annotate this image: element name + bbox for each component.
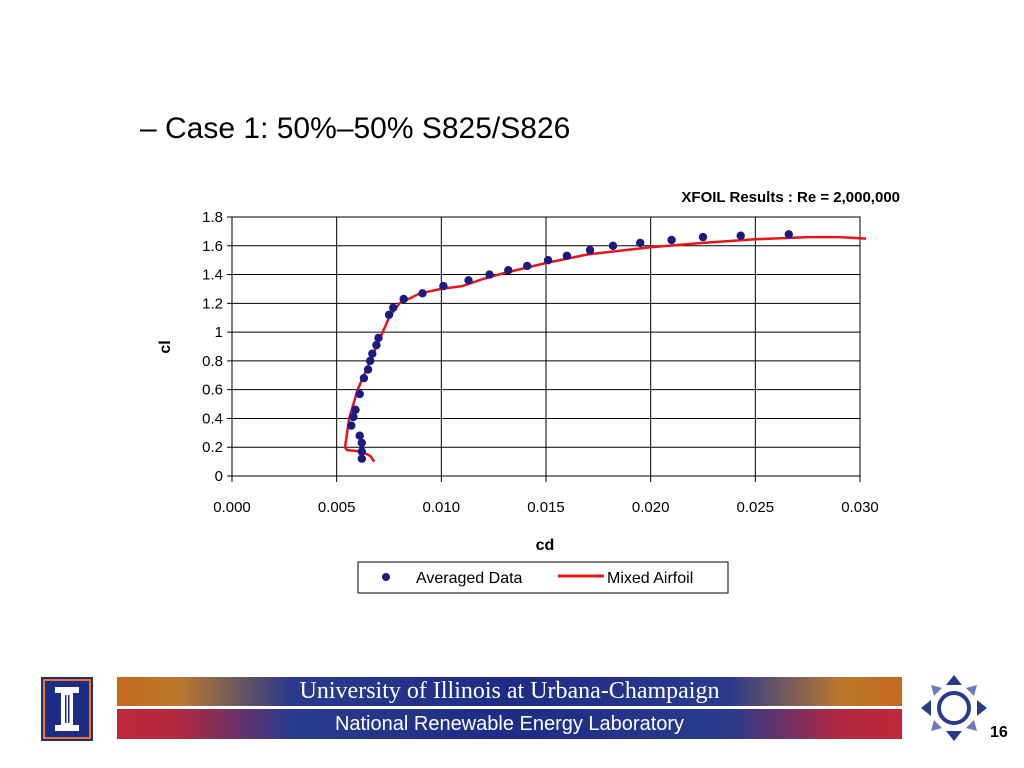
data-point-averaged-data [355, 389, 364, 399]
data-point-averaged-data [667, 235, 676, 245]
data-point-averaged-data [366, 356, 375, 366]
y-tick-label: 1.8 [202, 209, 223, 226]
y-tick-labels: 0 0.2 0.4 0.6 0.8 1 1.2 1.4 1.6 1.8 [202, 209, 223, 485]
footer-divider [117, 706, 902, 709]
data-point-averaged-data [485, 270, 494, 279]
data-point-averaged-data [389, 303, 398, 312]
legend-label-averaged-data: Averaged Data [416, 570, 523, 587]
data-point-averaged-data [418, 289, 427, 298]
bullet-text: – Case 1: 50%–50% S825/S826 [140, 112, 571, 145]
data-point-averaged-data [363, 365, 373, 374]
data-point-averaged-data [636, 238, 645, 248]
x-tick-label: 0.005 [318, 499, 356, 516]
x-tick-label: 0.010 [423, 499, 461, 516]
data-point-averaged-data [374, 333, 383, 343]
x-tick-label: 0.015 [527, 499, 565, 516]
legend-label-mixed-airfoil: Mixed Airfoil [607, 570, 693, 587]
legend-marker-averaged-data [382, 573, 390, 581]
x-tick-label: 0.030 [841, 499, 879, 516]
y-tick-label: 0.6 [202, 382, 223, 399]
x-axis-label: cd [536, 537, 555, 554]
chart-series [343, 230, 867, 463]
x-tick-label: 0.020 [632, 499, 670, 516]
data-point-averaged-data [351, 405, 360, 414]
y-tick-label: 1 [215, 324, 223, 341]
data-point-averaged-data [384, 310, 394, 319]
data-point-averaged-data [399, 294, 408, 304]
data-point-averaged-data [523, 261, 532, 271]
data-point-averaged-data [359, 374, 369, 383]
data-point-averaged-data [784, 230, 793, 239]
series-line-mixed-airfoil [343, 235, 867, 463]
data-point-averaged-data [372, 340, 381, 350]
y-axis-label: cl [157, 340, 174, 353]
x-tick-labels: 0.000 0.005 0.010 0.015 0.020 0.025 0.030 [213, 499, 879, 516]
y-tick-label: 1.2 [202, 295, 223, 312]
y-tick-label: 0 [215, 468, 223, 485]
university-logo-icon [41, 677, 93, 741]
footer-university-line: University of Illinois at Urbana-Champai… [117, 677, 902, 706]
footer-banner: University of Illinois at Urbana-Champai… [117, 677, 902, 739]
chart-grid [231, 216, 861, 477]
data-point-averaged-data [357, 454, 366, 463]
data-point-averaged-data [608, 241, 618, 250]
data-point-averaged-data [368, 349, 377, 358]
data-point-averaged-data [698, 232, 708, 242]
y-tick-label: 0.8 [202, 353, 223, 370]
nrel-logo-icon [921, 675, 987, 741]
data-point-averaged-data [357, 438, 366, 448]
data-point-averaged-data [585, 245, 595, 255]
xfoil-chart: 0.000 0.005 0.010 0.015 0.020 0.025 0.030 0 0.2… [157, 189, 900, 594]
data-point-averaged-data [355, 431, 364, 440]
y-tick-label: 1.6 [202, 238, 223, 255]
chart-title: XFOIL Results : Re = 2,000,000 [681, 189, 900, 206]
data-point-averaged-data [349, 412, 358, 422]
y-tick-label: 0.4 [202, 410, 223, 427]
page-number: 16 [990, 724, 1008, 741]
y-tick-label: 1.4 [202, 267, 223, 284]
data-point-averaged-data [562, 251, 572, 260]
footer-lab-line: National Renewable Energy Laboratory [117, 709, 902, 739]
data-point-averaged-data [504, 266, 513, 275]
x-tick-label: 0.025 [737, 499, 775, 516]
data-point-averaged-data [543, 256, 553, 265]
chart-legend: Averaged Data Mixed Airfoil [357, 561, 729, 594]
data-point-averaged-data [347, 421, 356, 430]
y-tick-label: 0.2 [202, 439, 223, 456]
data-point-averaged-data [464, 276, 473, 285]
x-tick-label: 0.000 [213, 499, 251, 516]
data-point-averaged-data [357, 447, 366, 456]
data-point-averaged-data [736, 231, 745, 240]
axis-ticks [227, 216, 861, 482]
legend-box [357, 561, 729, 594]
data-point-averaged-data [439, 281, 448, 291]
